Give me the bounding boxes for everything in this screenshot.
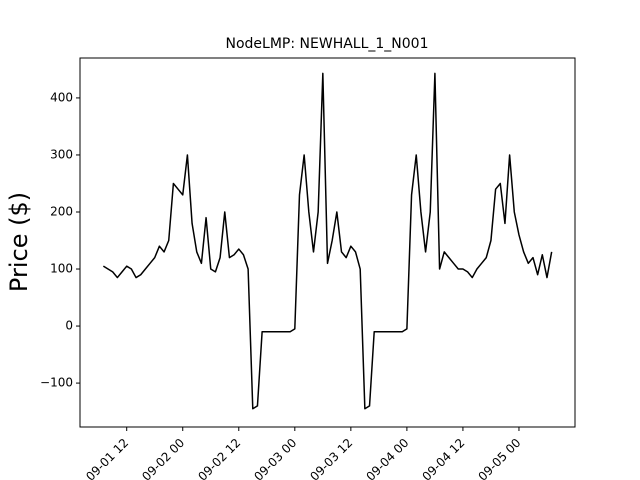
x-tick-label: 09-04 12 <box>419 436 467 480</box>
y-tick-label: 200 <box>50 204 73 218</box>
line-series <box>102 72 553 410</box>
x-tick-label: 09-03 00 <box>251 436 299 480</box>
axes-frame <box>79 57 576 428</box>
x-tick-label: 09-03 12 <box>307 436 355 480</box>
y-tick-label: 100 <box>50 262 73 276</box>
chart-title: NodeLMP: NEWHALL_1_N001 <box>226 36 429 52</box>
x-tick-label: 09-02 12 <box>195 436 243 480</box>
x-tick-label: 09-04 00 <box>363 436 411 480</box>
y-tick-label: 0 <box>65 319 73 333</box>
x-tick-label: 09-02 00 <box>139 436 187 480</box>
y-tick-label: 300 <box>50 147 73 161</box>
x-tick-label: 09-01 12 <box>83 436 131 480</box>
y-tick-label: 400 <box>50 90 73 104</box>
x-tick-label: 09-05 00 <box>476 436 524 480</box>
y-tick-label: −100 <box>40 376 73 390</box>
y-axis-label: Price ($) <box>5 192 33 292</box>
